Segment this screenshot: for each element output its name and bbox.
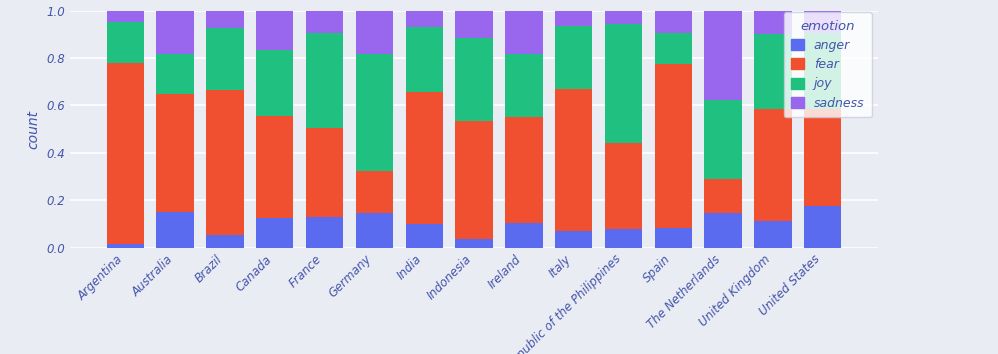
Bar bbox=[605, 143, 642, 229]
Bar bbox=[207, 235, 244, 248]
Bar bbox=[455, 240, 493, 248]
Bar bbox=[655, 33, 692, 64]
Bar bbox=[605, 229, 642, 248]
Bar bbox=[655, 11, 692, 33]
Bar bbox=[505, 223, 543, 248]
Bar bbox=[455, 121, 493, 240]
Bar bbox=[306, 217, 343, 248]
Bar bbox=[555, 89, 593, 231]
Y-axis label: count: count bbox=[27, 110, 41, 149]
Bar bbox=[157, 212, 194, 248]
Bar bbox=[804, 11, 841, 33]
Bar bbox=[157, 93, 194, 212]
Bar bbox=[705, 179, 742, 213]
Bar bbox=[256, 11, 293, 50]
Bar bbox=[555, 11, 593, 26]
Bar bbox=[306, 33, 343, 128]
Bar bbox=[804, 33, 841, 109]
Bar bbox=[107, 23, 144, 63]
Legend: anger, fear, joy, sadness: anger, fear, joy, sadness bbox=[783, 12, 872, 117]
Bar bbox=[355, 11, 393, 55]
Bar bbox=[705, 213, 742, 248]
Bar bbox=[505, 118, 543, 223]
Bar bbox=[355, 171, 393, 213]
Bar bbox=[754, 34, 791, 109]
Bar bbox=[207, 28, 244, 90]
Bar bbox=[655, 228, 692, 248]
Bar bbox=[555, 231, 593, 248]
Bar bbox=[754, 109, 791, 221]
Bar bbox=[405, 92, 443, 224]
Bar bbox=[804, 206, 841, 248]
Bar bbox=[355, 55, 393, 171]
Bar bbox=[107, 63, 144, 244]
Bar bbox=[256, 218, 293, 248]
Bar bbox=[555, 26, 593, 89]
Bar bbox=[256, 50, 293, 116]
Bar bbox=[505, 11, 543, 55]
Bar bbox=[705, 99, 742, 179]
Bar bbox=[705, 11, 742, 99]
Bar bbox=[754, 221, 791, 248]
Bar bbox=[306, 128, 343, 217]
Bar bbox=[505, 55, 543, 117]
Bar bbox=[157, 55, 194, 93]
Bar bbox=[754, 11, 791, 34]
Bar bbox=[804, 109, 841, 206]
Bar bbox=[605, 11, 642, 24]
Bar bbox=[207, 11, 244, 28]
Bar bbox=[405, 224, 443, 248]
Bar bbox=[405, 27, 443, 92]
Bar bbox=[107, 11, 144, 23]
Bar bbox=[207, 90, 244, 235]
Bar bbox=[355, 213, 393, 248]
Bar bbox=[157, 11, 194, 55]
Bar bbox=[455, 11, 493, 38]
Bar bbox=[256, 116, 293, 218]
Bar bbox=[655, 64, 692, 228]
Bar bbox=[455, 38, 493, 121]
Bar bbox=[306, 11, 343, 33]
Bar bbox=[405, 11, 443, 27]
Bar bbox=[605, 24, 642, 143]
Bar bbox=[107, 244, 144, 248]
